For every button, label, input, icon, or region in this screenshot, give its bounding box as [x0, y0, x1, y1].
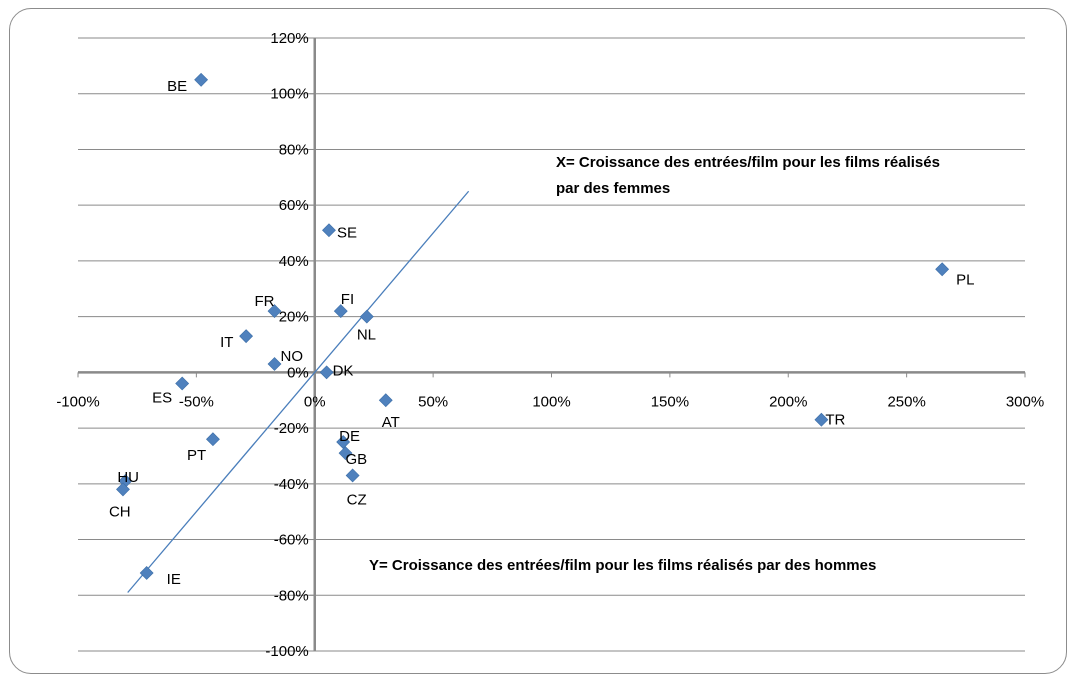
point-label-be: BE	[167, 78, 187, 95]
x-tick-label: -50%	[179, 393, 214, 410]
point-label-no: NO	[281, 348, 304, 365]
data-point-cz	[345, 468, 360, 483]
x-tick-label: 0%	[304, 393, 326, 410]
data-point-pl	[935, 262, 950, 277]
data-point-se	[322, 223, 336, 238]
point-label-gb: GB	[346, 451, 368, 468]
x-tick-labels: -100% -50% 0% 50% 100% 150% 200% 250% 300%	[56, 372, 1044, 410]
y-tick-label: -60%	[274, 532, 309, 549]
reference-line	[127, 190, 470, 593]
point-labels: BE SE PL FR FI NL IT NO DK ES AT TR PT DE GB CZ HU CH IE	[109, 78, 975, 588]
point-label-tr: TR	[825, 412, 845, 429]
point-label-nl: NL	[357, 327, 376, 344]
y-tick-label: -40%	[274, 476, 309, 493]
point-label-es: ES	[152, 390, 172, 407]
y-tick-label: -100%	[265, 643, 308, 660]
data-point-be	[194, 72, 209, 87]
data-point-dk	[319, 365, 334, 380]
x-tick-label: 50%	[418, 393, 448, 410]
x-tick-label: -100%	[56, 393, 99, 410]
point-label-pt: PT	[187, 447, 206, 464]
data-point-de	[336, 435, 351, 449]
y-tick-label: 100%	[270, 86, 308, 103]
x-annotation-line-2: par des femmes	[556, 180, 670, 197]
x-tick-label: 150%	[651, 393, 689, 410]
point-label-se: SE	[337, 224, 357, 241]
y-tick-label: 20%	[279, 309, 309, 326]
x-tick-label: 100%	[532, 393, 570, 410]
data-point-pt	[206, 432, 220, 447]
y-tick-label: 40%	[279, 253, 309, 270]
data-point-fi	[333, 304, 348, 318]
point-label-hu: HU	[117, 469, 139, 486]
y-annotation: Y= Croissance des entrées/film pour les …	[369, 557, 876, 574]
point-label-de: DE	[339, 428, 360, 445]
y-tick-label: -80%	[274, 587, 309, 604]
point-label-ie: IE	[167, 571, 181, 588]
data-point-at	[378, 393, 393, 408]
y-tick-label: 0%	[287, 364, 309, 381]
data-point-es	[175, 376, 190, 391]
x-tick-label: 250%	[887, 393, 925, 410]
point-label-it: IT	[220, 334, 233, 351]
data-points	[116, 72, 950, 580]
trend-line	[127, 190, 470, 593]
point-label-dk: DK	[333, 362, 354, 379]
data-point-ie	[139, 566, 154, 580]
y-tick-labels: -100% -80% -60% -40% -20% 0% 20% 40% 60% 80% 100% 1…	[265, 30, 308, 660]
y-tick-label: 60%	[279, 197, 309, 214]
y-tick-label: 120%	[270, 30, 308, 47]
y-tick-label: -20%	[274, 420, 309, 437]
data-point-gb	[338, 446, 353, 461]
point-label-fr: FR	[255, 293, 275, 310]
data-point-nl	[359, 309, 374, 324]
point-label-fi: FI	[341, 291, 354, 308]
gridlines	[78, 37, 1025, 652]
x-tick-label: 200%	[769, 393, 807, 410]
point-label-pl: PL	[956, 271, 974, 288]
data-point-tr	[814, 412, 829, 427]
y-tick-label: 80%	[279, 141, 309, 158]
x-annotation-line-1: X= Croissance des entrées/film pour les …	[556, 154, 940, 171]
chart-frame	[9, 8, 1067, 674]
point-label-ch: CH	[109, 503, 131, 520]
point-label-cz: CZ	[347, 491, 367, 508]
data-point-ch	[116, 482, 130, 497]
data-point-fr	[267, 304, 282, 318]
point-label-at: AT	[382, 414, 400, 431]
data-point-no	[267, 357, 282, 371]
data-point-it	[239, 329, 254, 344]
x-tick-label: 300%	[1006, 393, 1044, 410]
